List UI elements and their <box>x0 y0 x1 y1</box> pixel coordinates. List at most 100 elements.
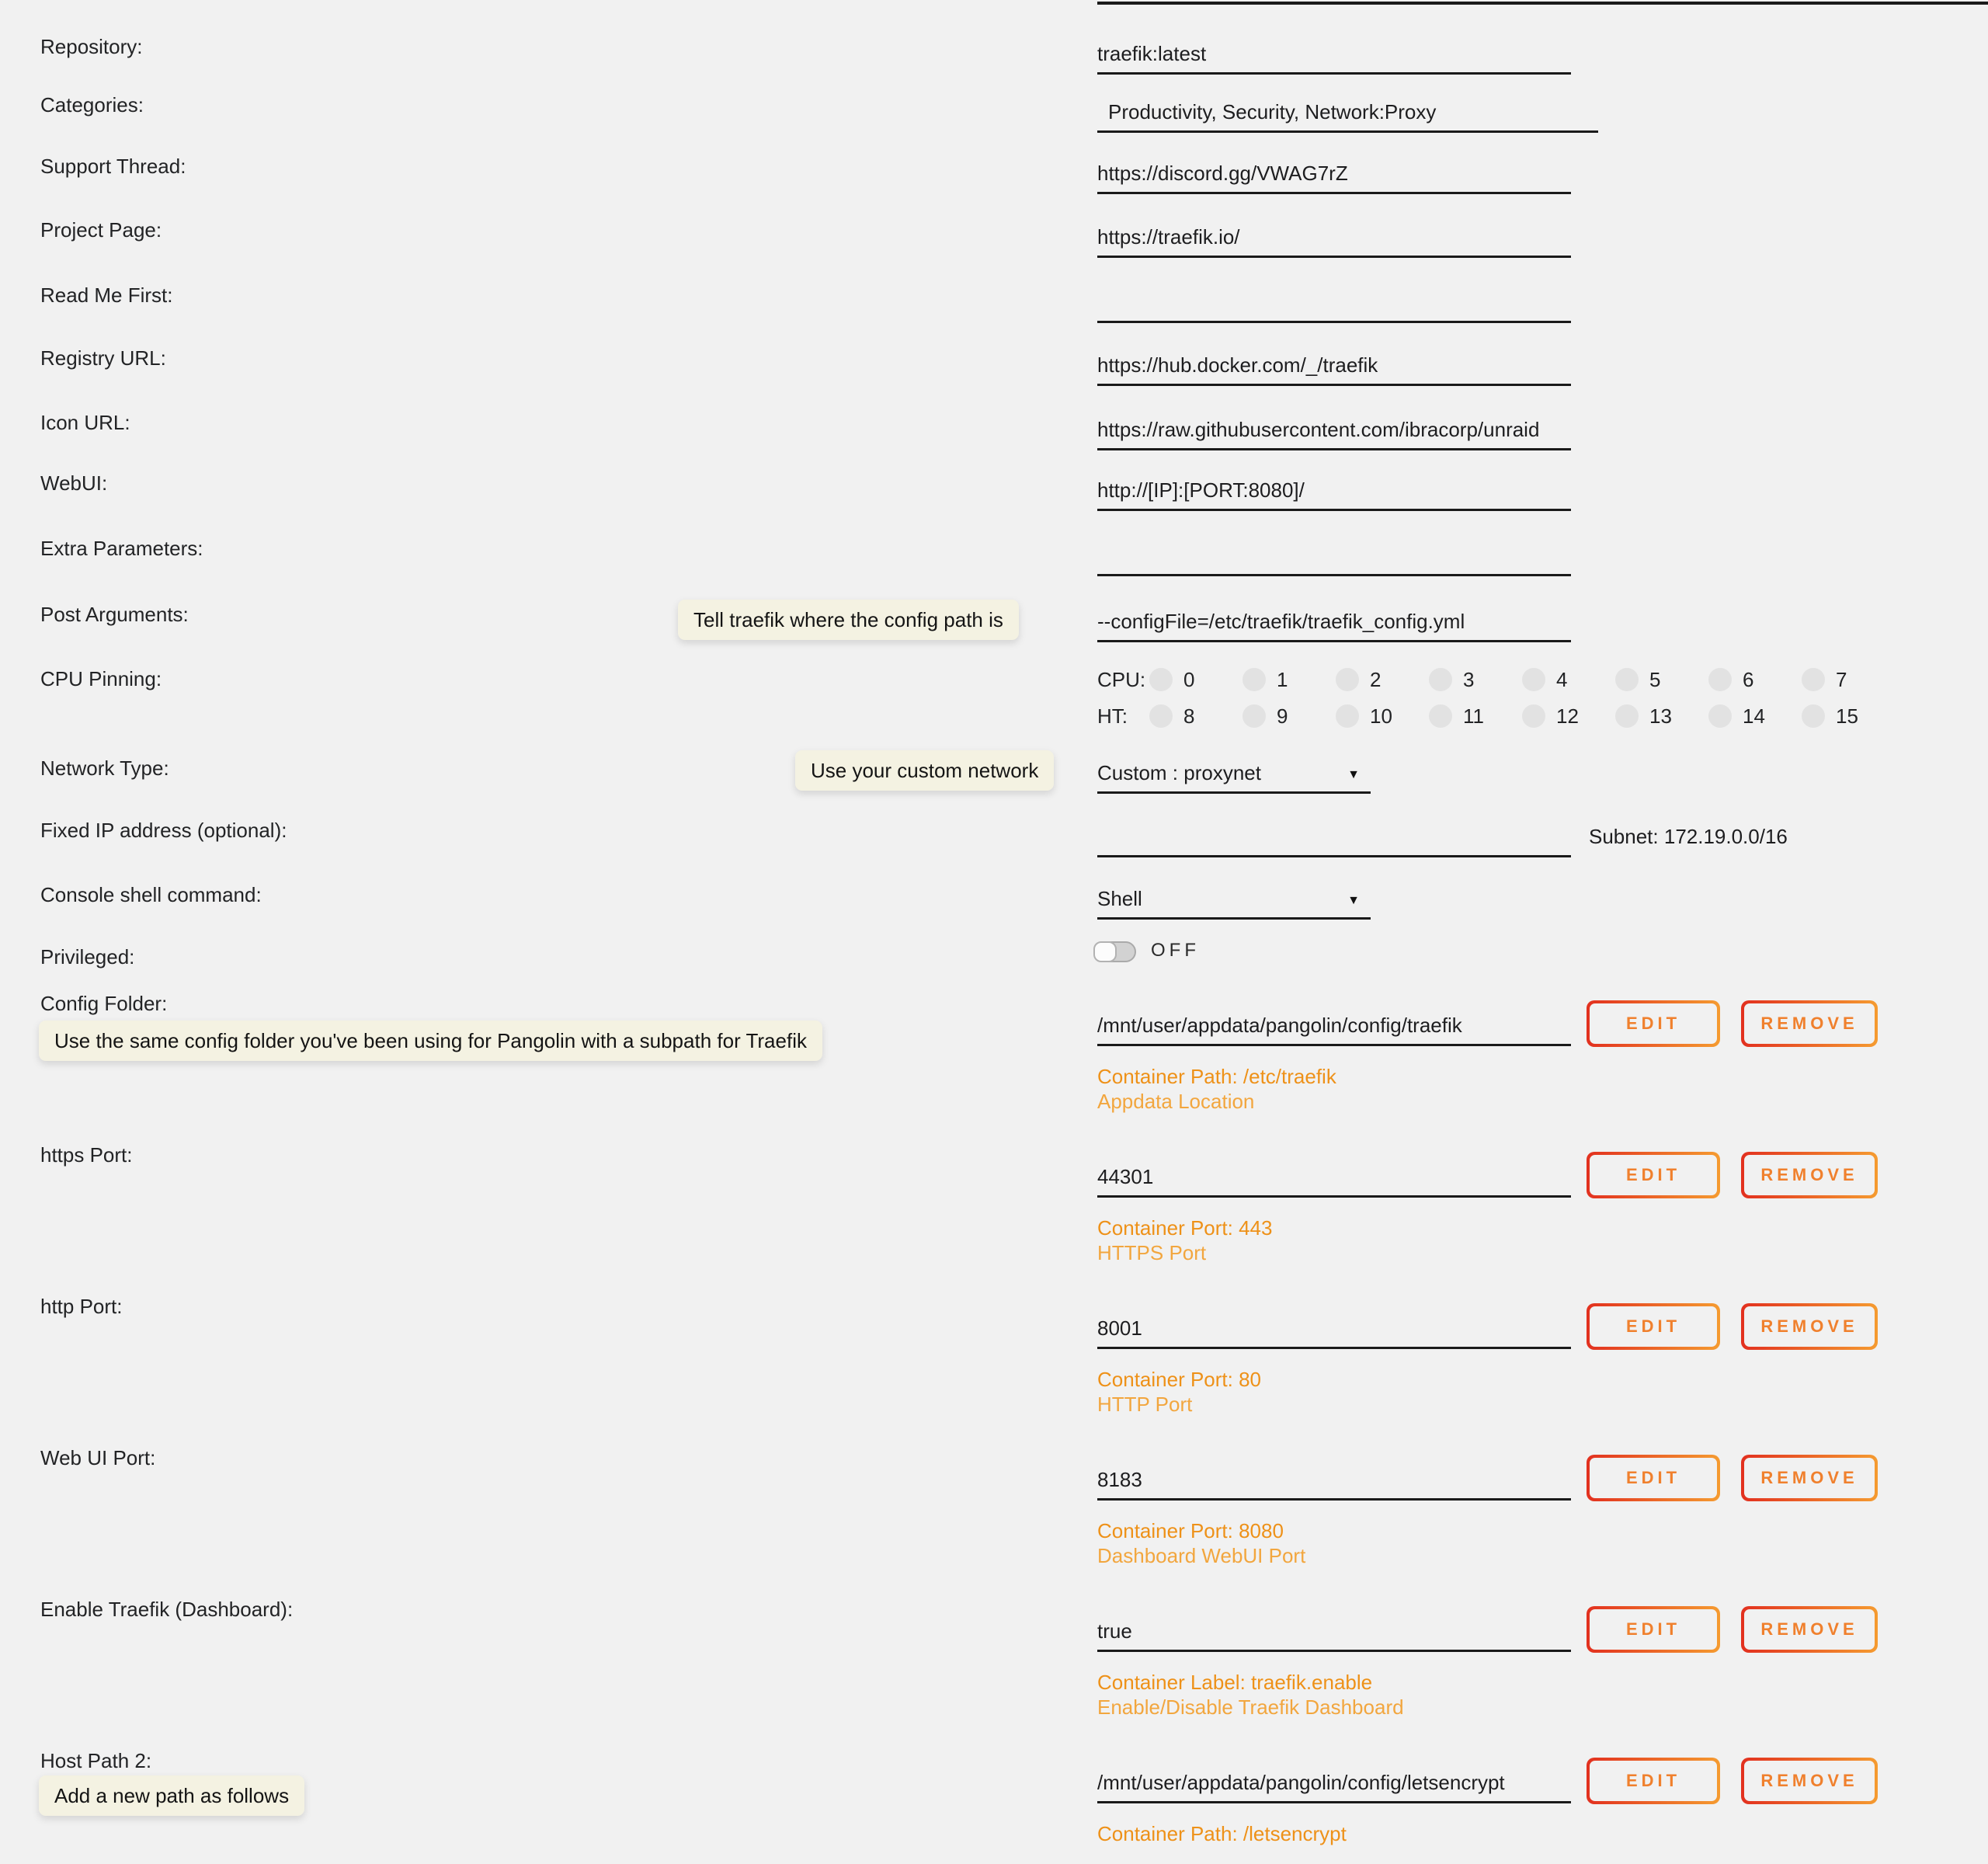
repository-label: Repository: <box>40 35 143 58</box>
web-ui-port-input[interactable]: 8183 <box>1097 1456 1571 1501</box>
remove-button[interactable]: REMOVE <box>1741 1000 1878 1047</box>
network-type-select[interactable]: Custom : proxynet ▼ <box>1097 749 1371 794</box>
edit-button[interactable]: EDIT <box>1587 1303 1720 1350</box>
cpu-checkbox-0[interactable] <box>1149 668 1173 691</box>
ht-checkbox-10[interactable] <box>1336 704 1359 728</box>
remove-button[interactable]: REMOVE <box>1741 1606 1878 1653</box>
config-folder-label: Config Folder: <box>40 992 168 1015</box>
web-ui-port-desc2[interactable]: Dashboard WebUI Port <box>1097 1544 1306 1567</box>
project-page-input[interactable]: https://traefik.io/ <box>1097 214 1571 258</box>
network-type-label: Network Type: <box>40 756 169 780</box>
fixed-ip-label: Fixed IP address (optional): <box>40 819 287 842</box>
enable-traefik-desc: Container Label: traefik.enable <box>1097 1671 1373 1694</box>
cpu-pinning-label: CPU Pinning: <box>40 667 162 690</box>
privileged-state: OFF <box>1151 940 1200 961</box>
enable-traefik-input[interactable]: true <box>1097 1608 1571 1652</box>
ht-checkbox-number: 15 <box>1836 704 1858 728</box>
config-folder-value: /mnt/user/appdata/pangolin/config/traefi… <box>1097 1014 1462 1037</box>
enable-traefik-label: Enable Traefik (Dashboard): <box>40 1598 294 1621</box>
subnet-info: Subnet: 172.19.0.0/16 <box>1589 825 1788 848</box>
https-port-input[interactable]: 44301 <box>1097 1153 1571 1198</box>
web-ui-port-label: Web UI Port: <box>40 1446 156 1469</box>
ht-checkbox-number: 12 <box>1556 704 1579 728</box>
remove-button[interactable]: REMOVE <box>1741 1455 1878 1501</box>
post-arguments-label: Post Arguments: <box>40 603 189 626</box>
edit-button[interactable]: EDIT <box>1587 1606 1720 1653</box>
enable-traefik-value: true <box>1097 1619 1132 1643</box>
remove-button[interactable]: REMOVE <box>1741 1758 1878 1804</box>
http-port-input[interactable]: 8001 <box>1097 1305 1571 1349</box>
edit-button[interactable]: EDIT <box>1587 1455 1720 1501</box>
https-port-desc: Container Port: 443 <box>1097 1216 1273 1240</box>
ht-checkbox-15[interactable] <box>1802 704 1825 728</box>
registry-url-label: Registry URL: <box>40 346 166 370</box>
webui-input[interactable]: http://[IP]:[PORT:8080]/ <box>1097 467 1571 511</box>
post-arguments-tooltip: Tell traefik where the config path is <box>678 600 1019 640</box>
console-shell-select[interactable]: Shell ▼ <box>1097 875 1371 920</box>
post-arguments-value: --configFile=/etc/traefik/traefik_config… <box>1097 610 1465 633</box>
host-path-2-input[interactable]: /mnt/user/appdata/pangolin/config/letsen… <box>1097 1759 1571 1803</box>
edit-button[interactable]: EDIT <box>1587 1000 1720 1047</box>
webui-value: http://[IP]:[PORT:8080]/ <box>1097 478 1305 502</box>
ht-checkbox-9[interactable] <box>1242 704 1266 728</box>
cpu-checkbox-3[interactable] <box>1429 668 1452 691</box>
edit-button[interactable]: EDIT <box>1587 1152 1720 1198</box>
cpu-row-label: CPU: <box>1097 668 1146 691</box>
ht-checkbox-8[interactable] <box>1149 704 1173 728</box>
config-folder-tooltip: Use the same config folder you've been u… <box>39 1021 822 1061</box>
network-type-value: Custom : proxynet <box>1097 761 1261 784</box>
cpu-checkbox-1[interactable] <box>1242 668 1266 691</box>
read-me-first-input[interactable] <box>1097 279 1571 323</box>
dropdown-caret-icon: ▼ <box>1347 768 1360 781</box>
ht-checkbox-11[interactable] <box>1429 704 1452 728</box>
config-folder-desc2[interactable]: Appdata Location <box>1097 1090 1255 1113</box>
config-folder-input[interactable]: /mnt/user/appdata/pangolin/config/traefi… <box>1097 1002 1571 1046</box>
categories-value: Productivity, Security, Network:Proxy <box>1108 100 1437 123</box>
ht-checkbox-number: 10 <box>1370 704 1392 728</box>
cpu-checkbox-number: 2 <box>1370 668 1382 691</box>
extra-parameters-input[interactable] <box>1097 532 1571 576</box>
https-port-value: 44301 <box>1097 1165 1154 1188</box>
cpu-checkbox-number: 1 <box>1277 668 1288 691</box>
icon-url-input[interactable]: https://raw.githubusercontent.com/ibraco… <box>1097 406 1571 450</box>
cpu-checkbox-2[interactable] <box>1336 668 1359 691</box>
privileged-toggle[interactable] <box>1093 941 1136 962</box>
ht-checkbox-13[interactable] <box>1615 704 1639 728</box>
http-port-desc2[interactable]: HTTP Port <box>1097 1393 1193 1416</box>
repository-input[interactable]: traefik:latest <box>1097 30 1571 75</box>
icon-url-value: https://raw.githubusercontent.com/ibraco… <box>1097 418 1540 441</box>
ht-checkbox-14[interactable] <box>1708 704 1732 728</box>
ht-checkbox-number: 8 <box>1183 704 1195 728</box>
fixed-ip-input[interactable] <box>1097 813 1571 857</box>
cpu-checkbox-6[interactable] <box>1708 668 1732 691</box>
ht-checkbox-number: 14 <box>1743 704 1765 728</box>
categories-input[interactable]: Productivity, Security, Network:Proxy <box>1097 89 1598 133</box>
enable-traefik-desc2[interactable]: Enable/Disable Traefik Dashboard <box>1097 1695 1404 1719</box>
support-thread-input[interactable]: https://discord.gg/VWAG7rZ <box>1097 150 1571 194</box>
http-port-label: http Port: <box>40 1295 123 1318</box>
categories-label: Categories: <box>40 93 144 116</box>
cpu-checkbox-number: 0 <box>1183 668 1195 691</box>
cpu-checkbox-number: 5 <box>1649 668 1661 691</box>
host-path-2-tooltip: Add a new path as follows <box>39 1775 305 1816</box>
http-port-desc: Container Port: 80 <box>1097 1368 1262 1391</box>
dropdown-caret-icon: ▼ <box>1347 894 1360 907</box>
cropped-field-underline <box>1097 2 1988 5</box>
ht-row-label: HT: <box>1097 704 1128 728</box>
registry-url-input[interactable]: https://hub.docker.com/_/traefik <box>1097 342 1571 386</box>
host-path-2-label: Host Path 2: <box>40 1749 152 1772</box>
cpu-checkbox-number: 3 <box>1463 668 1475 691</box>
repository-value: traefik:latest <box>1097 42 1207 65</box>
edit-button[interactable]: EDIT <box>1587 1758 1720 1804</box>
cpu-checkbox-4[interactable] <box>1522 668 1545 691</box>
remove-button[interactable]: REMOVE <box>1741 1152 1878 1198</box>
ht-checkbox-12[interactable] <box>1522 704 1545 728</box>
host-path-2-value: /mnt/user/appdata/pangolin/config/letsen… <box>1097 1771 1505 1794</box>
https-port-desc2[interactable]: HTTPS Port <box>1097 1241 1207 1264</box>
cpu-checkbox-7[interactable] <box>1802 668 1825 691</box>
webui-label: WebUI: <box>40 471 108 495</box>
post-arguments-input[interactable]: --configFile=/etc/traefik/traefik_config… <box>1097 598 1571 642</box>
remove-button[interactable]: REMOVE <box>1741 1303 1878 1350</box>
host-path-2-desc: Container Path: /letsencrypt <box>1097 1822 1347 1845</box>
cpu-checkbox-5[interactable] <box>1615 668 1639 691</box>
